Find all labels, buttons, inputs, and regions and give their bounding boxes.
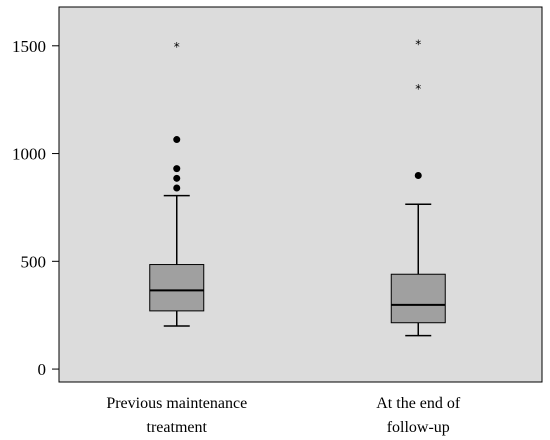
y-tick-label: 1000: [12, 145, 46, 164]
x-axis-labels: Previous maintenance treatment At the end …: [106, 395, 461, 436]
box-group: **: [390, 38, 446, 337]
outlier-dot: [173, 184, 181, 192]
outlier-dot: [173, 174, 181, 182]
boxes-layer: * **: [149, 38, 446, 337]
outlier-dot: [414, 172, 422, 180]
plot-area: [58, 6, 543, 383]
outlier-dot: [173, 136, 181, 144]
y-tick-label: 1500: [12, 37, 46, 56]
extreme-outlier-star: *: [174, 40, 180, 54]
y-axis: 0 500 1000 1500: [12, 37, 59, 379]
y-tick-label: 0: [38, 360, 47, 379]
x-category-label: treatment: [147, 419, 208, 436]
x-category-label: At the end of: [376, 395, 461, 412]
box-group: *: [149, 40, 205, 327]
x-category-label: follow-up: [387, 419, 450, 436]
iqr-box: [149, 264, 205, 312]
iqr-box: [390, 273, 446, 324]
extreme-outlier-star: *: [415, 82, 421, 96]
x-category-label: Previous maintenance: [106, 395, 247, 412]
y-tick-label: 500: [21, 252, 47, 271]
extreme-outlier-star: *: [415, 38, 421, 52]
outlier-dot: [173, 165, 181, 173]
